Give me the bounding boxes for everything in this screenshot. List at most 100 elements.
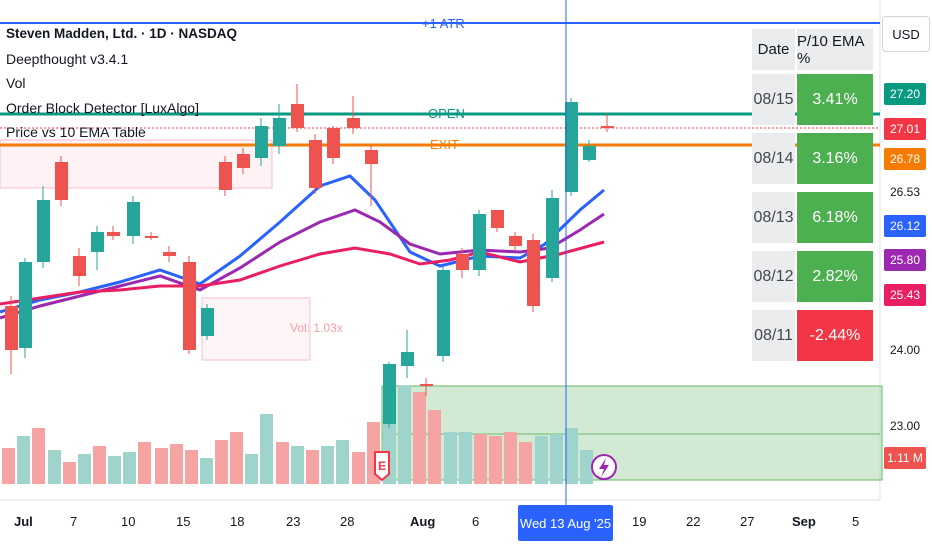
volume-bar xyxy=(306,450,319,484)
candle-body xyxy=(201,308,214,336)
volume-bar xyxy=(580,450,593,484)
price-level-label: 26.53 xyxy=(890,185,921,199)
ema-fast-line xyxy=(0,174,605,314)
candle-body xyxy=(19,262,32,348)
time-label: 28 xyxy=(340,514,355,529)
volume-bar xyxy=(444,432,457,484)
volume-bar xyxy=(352,452,365,484)
time-label: 23 xyxy=(286,514,301,529)
price-tag-exit-high: 27.01 xyxy=(884,118,926,140)
volume-bar xyxy=(48,450,61,484)
candle-body xyxy=(473,214,486,270)
volume-bar xyxy=(519,442,532,484)
candle-body xyxy=(509,236,522,246)
volume-bar xyxy=(63,462,76,484)
currency-button[interactable]: USD xyxy=(882,16,930,52)
volume-bar xyxy=(2,448,15,484)
ema-mid-line xyxy=(0,208,605,320)
volume-bar xyxy=(260,414,273,484)
time-label: 18 xyxy=(230,514,245,529)
header-date: Date xyxy=(752,29,795,70)
candle-body xyxy=(183,262,196,350)
ema-table-header: Date P/10 EMA % xyxy=(752,27,873,72)
volume-bar xyxy=(78,454,91,484)
volume-bar xyxy=(489,436,502,484)
table-row: 08/12 2.82% xyxy=(752,249,873,308)
volume-bar xyxy=(336,440,349,484)
exit-line-label: EXIT xyxy=(430,137,459,152)
indicator-ema-table[interactable]: Price vs 10 EMA Table xyxy=(6,124,146,140)
symbol-title[interactable]: Steven Madden, Ltd. · 1D · NASDAQ xyxy=(6,26,238,41)
candle-body xyxy=(273,118,286,146)
indicator-order-block[interactable]: Order Block Detector [LuxAlgo] xyxy=(6,99,199,116)
candle-body xyxy=(291,104,304,128)
candle-body xyxy=(91,232,104,252)
volume-bar xyxy=(138,442,151,484)
time-label: 7 xyxy=(70,514,78,529)
candle-body xyxy=(5,306,18,350)
indicator-deepthought[interactable]: Deepthought v3.4.1 xyxy=(6,50,129,67)
vol-box-label: Vol: 1.03x xyxy=(290,321,343,335)
row-value: 6.18% xyxy=(797,192,873,243)
candle-body xyxy=(401,352,414,366)
candle-body xyxy=(583,146,596,160)
table-row: 08/14 3.16% xyxy=(752,131,873,190)
volume-bar xyxy=(474,434,487,484)
volume-bar xyxy=(108,456,121,484)
volume-bar xyxy=(398,386,411,484)
time-label: 6 xyxy=(472,514,480,529)
earnings-marker-label: E xyxy=(378,459,386,473)
row-value: -2.44% xyxy=(797,310,873,361)
volume-bar xyxy=(565,428,578,484)
volume-bar xyxy=(428,410,441,484)
time-label: Sep xyxy=(792,514,816,529)
table-row: 08/13 6.18% xyxy=(752,190,873,249)
candle-body xyxy=(527,240,540,306)
candle-body xyxy=(145,236,158,238)
volume-bar xyxy=(245,454,258,484)
atr-line-label: +1 ATR xyxy=(422,16,465,31)
vol-box xyxy=(201,297,311,361)
volume-bar xyxy=(291,446,304,484)
price-tag-open: 27.20 xyxy=(884,83,926,105)
lightning-icon xyxy=(599,458,609,477)
candle-body xyxy=(327,128,340,158)
candle-body xyxy=(383,364,396,424)
candle-body xyxy=(601,126,614,128)
volume-bar xyxy=(32,428,45,484)
candle-body xyxy=(456,254,469,270)
time-label: 22 xyxy=(686,514,701,529)
price-tag-exit: 26.78 xyxy=(884,148,926,170)
volume-bar xyxy=(155,448,168,484)
candle-body xyxy=(73,256,86,276)
candle-body xyxy=(107,232,120,236)
open-line-label: OPEN xyxy=(428,106,465,121)
volume-bar xyxy=(321,446,334,484)
candle-body xyxy=(565,102,578,192)
row-date: 08/11 xyxy=(752,310,795,361)
volume-bar xyxy=(200,458,213,484)
price-tag-ema-mid: 25.80 xyxy=(884,249,926,271)
volume-bar xyxy=(413,392,426,484)
candle-body xyxy=(163,252,176,256)
volume-bar xyxy=(550,434,563,484)
chart-legend: Steven Madden, Ltd. · 1D · NASDAQ Deepth… xyxy=(6,22,237,145)
candle-body xyxy=(219,162,232,190)
indicator-vol[interactable]: Vol xyxy=(6,75,26,91)
volume-bar xyxy=(17,436,30,484)
ema-table: Date P/10 EMA % 08/15 3.41% 08/14 3.16% … xyxy=(752,27,873,367)
row-value: 3.41% xyxy=(797,74,873,125)
row-value: 3.16% xyxy=(797,133,873,184)
candle-body xyxy=(237,154,250,168)
time-label: 15 xyxy=(176,514,191,529)
candle-body xyxy=(437,270,450,356)
volume-bar xyxy=(185,450,198,484)
volume-bar xyxy=(123,452,136,484)
header-value: P/10 EMA % xyxy=(797,29,873,70)
time-label: 10 xyxy=(121,514,136,529)
time-label: Jul xyxy=(14,514,33,529)
table-row: 08/15 3.41% xyxy=(752,72,873,131)
candle-body xyxy=(491,210,504,228)
